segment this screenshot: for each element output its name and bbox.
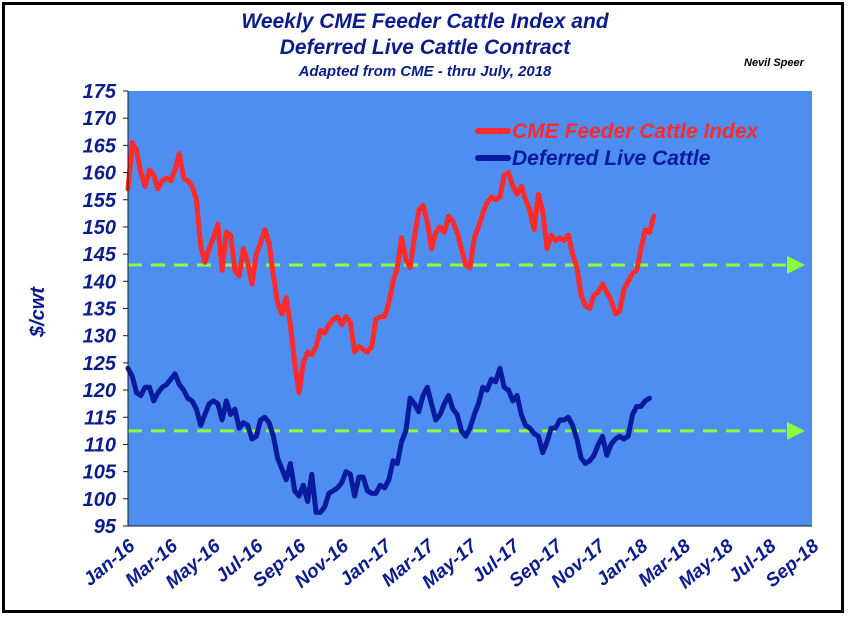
y-tick-label: 140 [83, 271, 116, 293]
series-line-live-cattle [125, 365, 652, 515]
y-tick-label: 175 [83, 81, 117, 103]
y-tick-label: 165 [83, 135, 117, 157]
y-tick-label: 120 [83, 380, 116, 402]
series-lines [125, 140, 657, 515]
y-tick-label: 155 [83, 190, 117, 212]
legend-label-1: CME Feeder Cattle Index [512, 120, 760, 143]
series-line-feeder-cattle [125, 140, 657, 396]
y-tick-label: 105 [83, 462, 117, 484]
y-tick-label: 125 [83, 353, 117, 375]
y-tick-label: 110 [84, 434, 116, 456]
legend-label-2: Deferred Live Cattle [512, 147, 711, 170]
chart-title-line1: Weekly CME Feeder Cattle Index and [241, 10, 609, 33]
y-tick-label: 115 [84, 407, 117, 429]
plot-area [128, 91, 812, 526]
legend: CME Feeder Cattle Index Deferred Live Cat… [475, 120, 760, 170]
y-tick-label: 145 [83, 244, 117, 266]
y-axis-label: $/cwt [27, 286, 49, 338]
chart-title-line2: Deferred Live Cattle Contract [279, 36, 571, 59]
author-credit: Nevil Speer [744, 57, 804, 69]
y-tick-label: 150 [83, 217, 116, 239]
y-tick-label: 160 [83, 163, 116, 185]
y-tick-label: 135 [83, 299, 117, 321]
y-tick-label: 100 [83, 489, 116, 511]
y-tick-label: 130 [83, 326, 116, 348]
chart-subtitle: Adapted from CME - thru July, 2018 [298, 63, 552, 80]
y-tick-label: 170 [83, 108, 116, 130]
y-tick-label: 95 [94, 516, 117, 538]
